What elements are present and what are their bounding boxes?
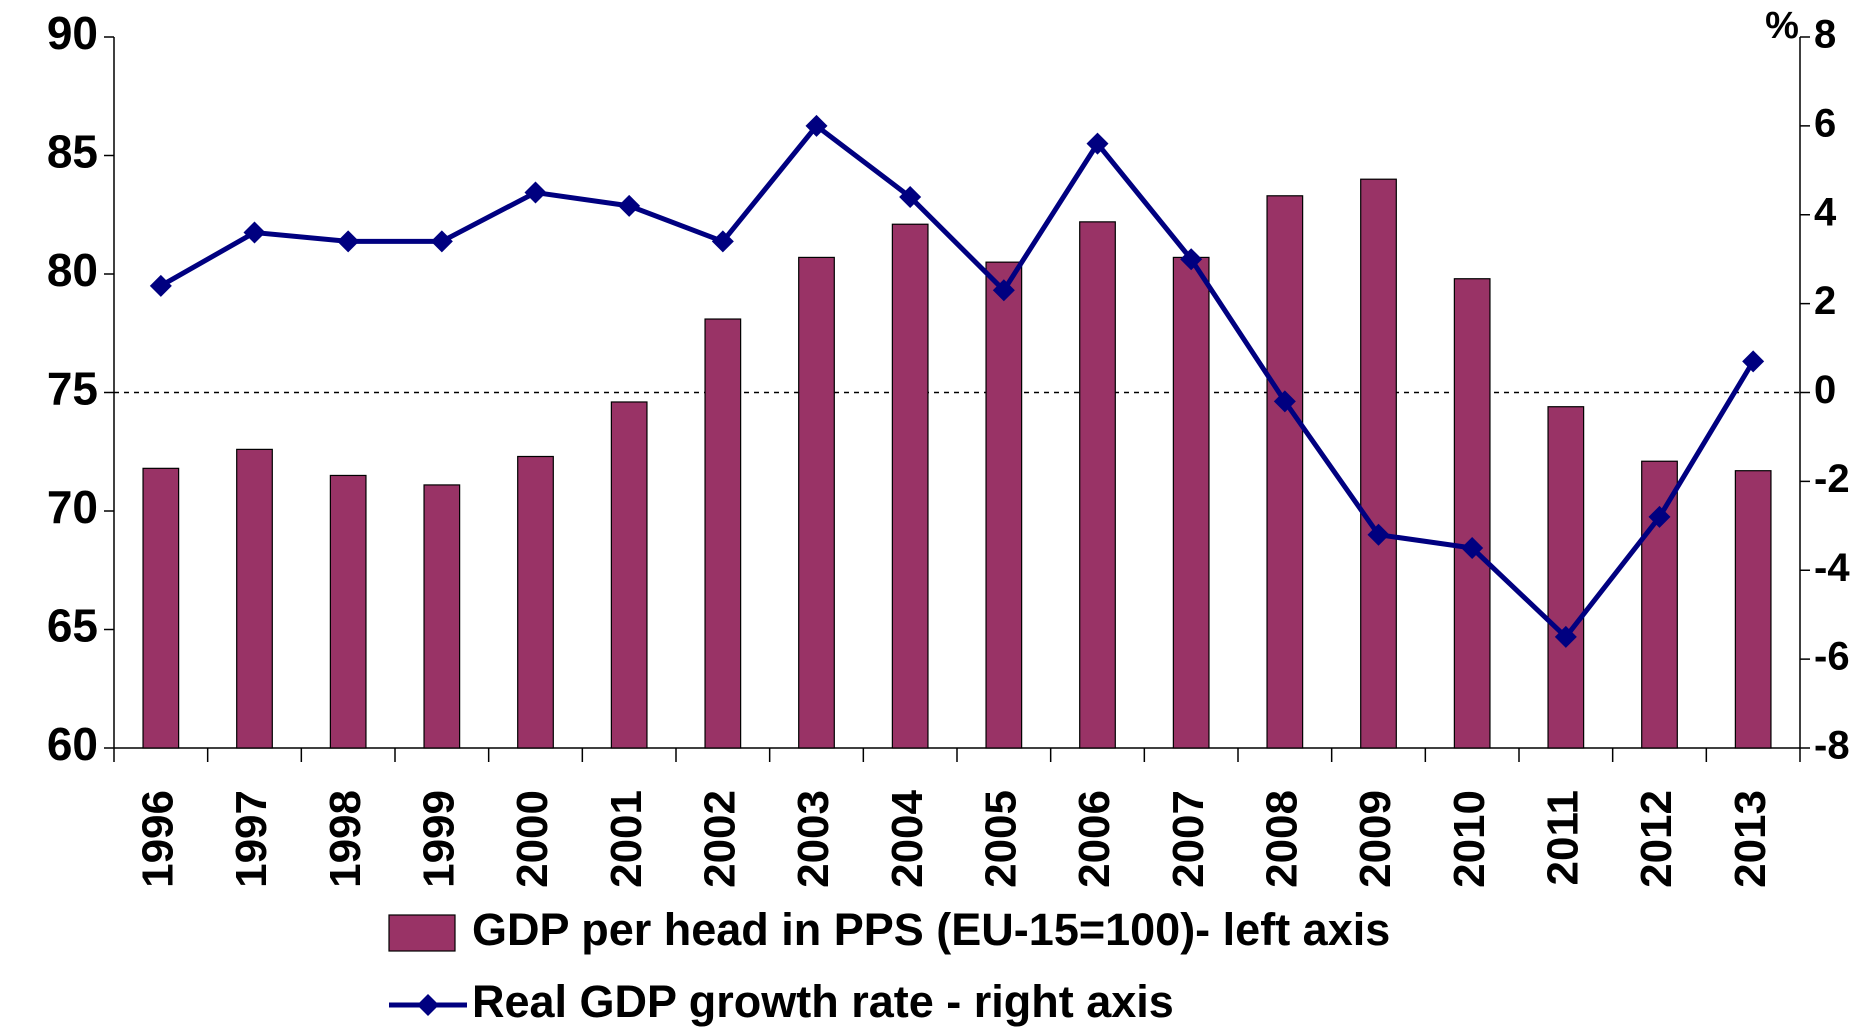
marker [1648,505,1671,528]
bar [142,467,180,749]
y-tick-label: 75 [47,363,98,415]
y-tick-label: 90 [47,7,98,59]
marker [618,194,641,217]
bar [423,484,461,749]
marker [1367,523,1390,546]
x-tick-label: 2004 [883,789,932,887]
marker [1180,248,1203,271]
x-tick-label: 2003 [789,790,838,888]
marker [1461,537,1484,560]
x-tick-label: 2009 [1351,790,1400,888]
bar [1172,256,1210,749]
x-tick-label: 2000 [508,790,557,888]
x-tick-label: 2011 [1538,790,1587,885]
legend-marker [417,994,439,1016]
bar [1360,178,1397,749]
x-tick-label: 2007 [1164,790,1213,888]
y2-tick-label: -8 [1814,724,1850,768]
bar [1079,221,1116,749]
marker [992,279,1015,302]
bar [704,318,742,749]
bar [236,448,273,749]
y2-tick-label: -6 [1814,635,1850,679]
x-tick-label: 2006 [1070,790,1119,888]
legend-swatch [388,914,456,952]
x-tick-label: 2010 [1445,790,1494,888]
y2-axis-label: % [1765,5,1799,47]
bar [1734,470,1772,749]
x-tick-label: 2002 [695,790,744,888]
marker [805,114,828,137]
legend-label: Real GDP growth rate - right axis [472,976,1174,1027]
y-tick-label: 65 [47,600,98,652]
x-tick-label: 2008 [1257,790,1306,888]
bar [1547,406,1585,749]
bar [610,401,648,749]
y2-tick-label: -2 [1814,457,1850,501]
y2-tick-label: 2 [1814,279,1836,323]
marker [524,181,547,204]
marker [1086,132,1109,155]
x-tick-label: 1999 [414,790,463,888]
y-tick-label: 70 [47,481,98,533]
marker [899,185,922,208]
x-tick-label: 2013 [1726,790,1775,888]
marker [1554,625,1577,648]
bar [798,256,835,749]
bar [1453,278,1491,749]
x-tick-label: 1998 [321,790,370,888]
marker [1273,390,1296,413]
bar [985,261,1023,749]
marker [149,274,172,297]
y2-tick-label: 8 [1814,13,1836,57]
marker [243,221,266,244]
marker [430,230,453,253]
bar [329,474,367,749]
y2-tick-label: -4 [1814,546,1850,590]
y-tick-label: 80 [47,244,98,296]
marker [1742,350,1765,373]
y2-tick-label: 6 [1814,101,1836,145]
bar [517,455,554,749]
line [159,122,1756,641]
x-tick-label: 2005 [976,790,1025,888]
x-tick-label: 1997 [227,790,276,888]
bar [1641,460,1678,749]
marker [711,230,734,253]
bar [1266,195,1304,749]
y2-tick-label: 4 [1814,190,1837,234]
legend-label: GDP per head in PPS (EU-15=100)- left ax… [472,904,1390,955]
y-tick-label: 60 [47,718,98,770]
bar [891,223,929,749]
x-tick-label: 2012 [1632,790,1681,888]
marker [337,230,360,253]
x-tick-label: 2001 [602,790,651,888]
y2-tick-label: 0 [1814,368,1836,412]
x-tick-label: 1996 [133,790,182,888]
y-tick-label: 85 [47,126,98,178]
